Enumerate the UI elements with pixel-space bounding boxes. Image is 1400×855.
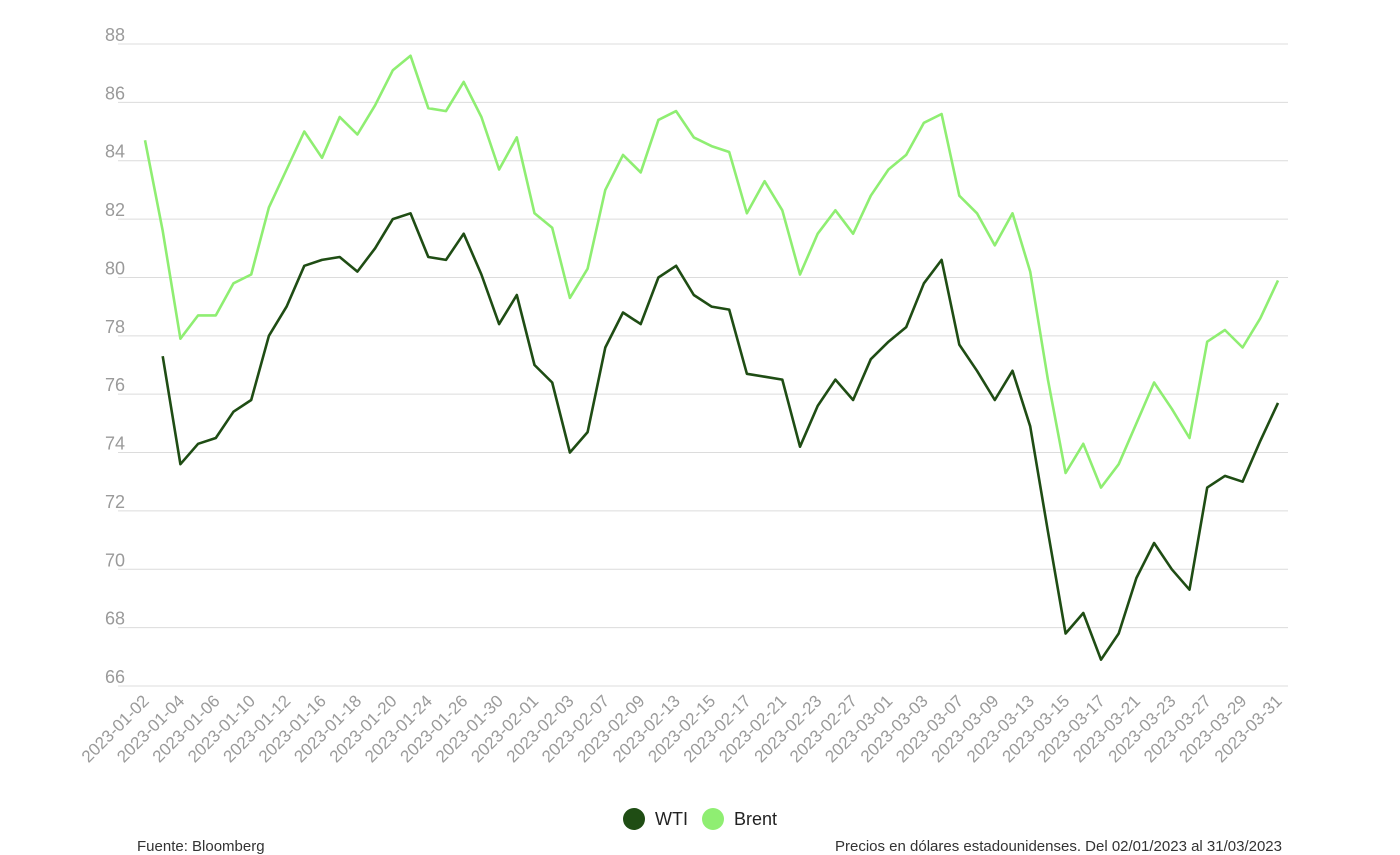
x-axis-ticks: 2023-01-022023-01-042023-01-062023-01-10… bbox=[78, 691, 1286, 766]
y-tick-label: 68 bbox=[105, 609, 125, 629]
y-tick-label: 86 bbox=[105, 83, 125, 103]
y-tick-label: 72 bbox=[105, 492, 125, 512]
y-tick-label: 84 bbox=[105, 142, 125, 162]
legend-label-wti: WTI bbox=[654, 808, 688, 829]
y-tick-label: 76 bbox=[105, 375, 125, 395]
legend-label-brent: Brent bbox=[733, 808, 778, 829]
series-line-brent[interactable] bbox=[143, 54, 1280, 489]
line-chart: 66 68 70 72 74 76 78 80 82 84 86 88 2023-01-022023-… bbox=[78, 25, 1288, 766]
y-tick-label: 88 bbox=[105, 25, 125, 45]
y-tick-label: 74 bbox=[105, 434, 125, 454]
legend-item-brent[interactable]: Brent bbox=[701, 808, 778, 830]
grid-lines bbox=[118, 43, 1288, 687]
source-note: Fuente: Bloomberg bbox=[137, 838, 265, 855]
series-lines bbox=[143, 54, 1280, 661]
y-axis-ticks: 66 68 70 72 74 76 78 80 82 84 86 88 bbox=[105, 25, 125, 687]
y-tick-label: 78 bbox=[105, 317, 125, 337]
legend-item-wti[interactable]: WTI bbox=[622, 808, 688, 830]
legend-swatch-brent bbox=[701, 808, 724, 830]
series-line-wti[interactable] bbox=[161, 212, 1280, 661]
y-tick-label: 70 bbox=[105, 550, 125, 570]
units-note: Precios en dólares estadounidenses. Del … bbox=[835, 838, 1282, 855]
y-tick-label: 80 bbox=[105, 258, 125, 278]
y-tick-label: 66 bbox=[105, 667, 125, 687]
y-tick-label: 82 bbox=[105, 200, 125, 220]
legend-swatch-wti bbox=[622, 808, 645, 830]
legend: WTI Brent bbox=[0, 808, 1400, 830]
